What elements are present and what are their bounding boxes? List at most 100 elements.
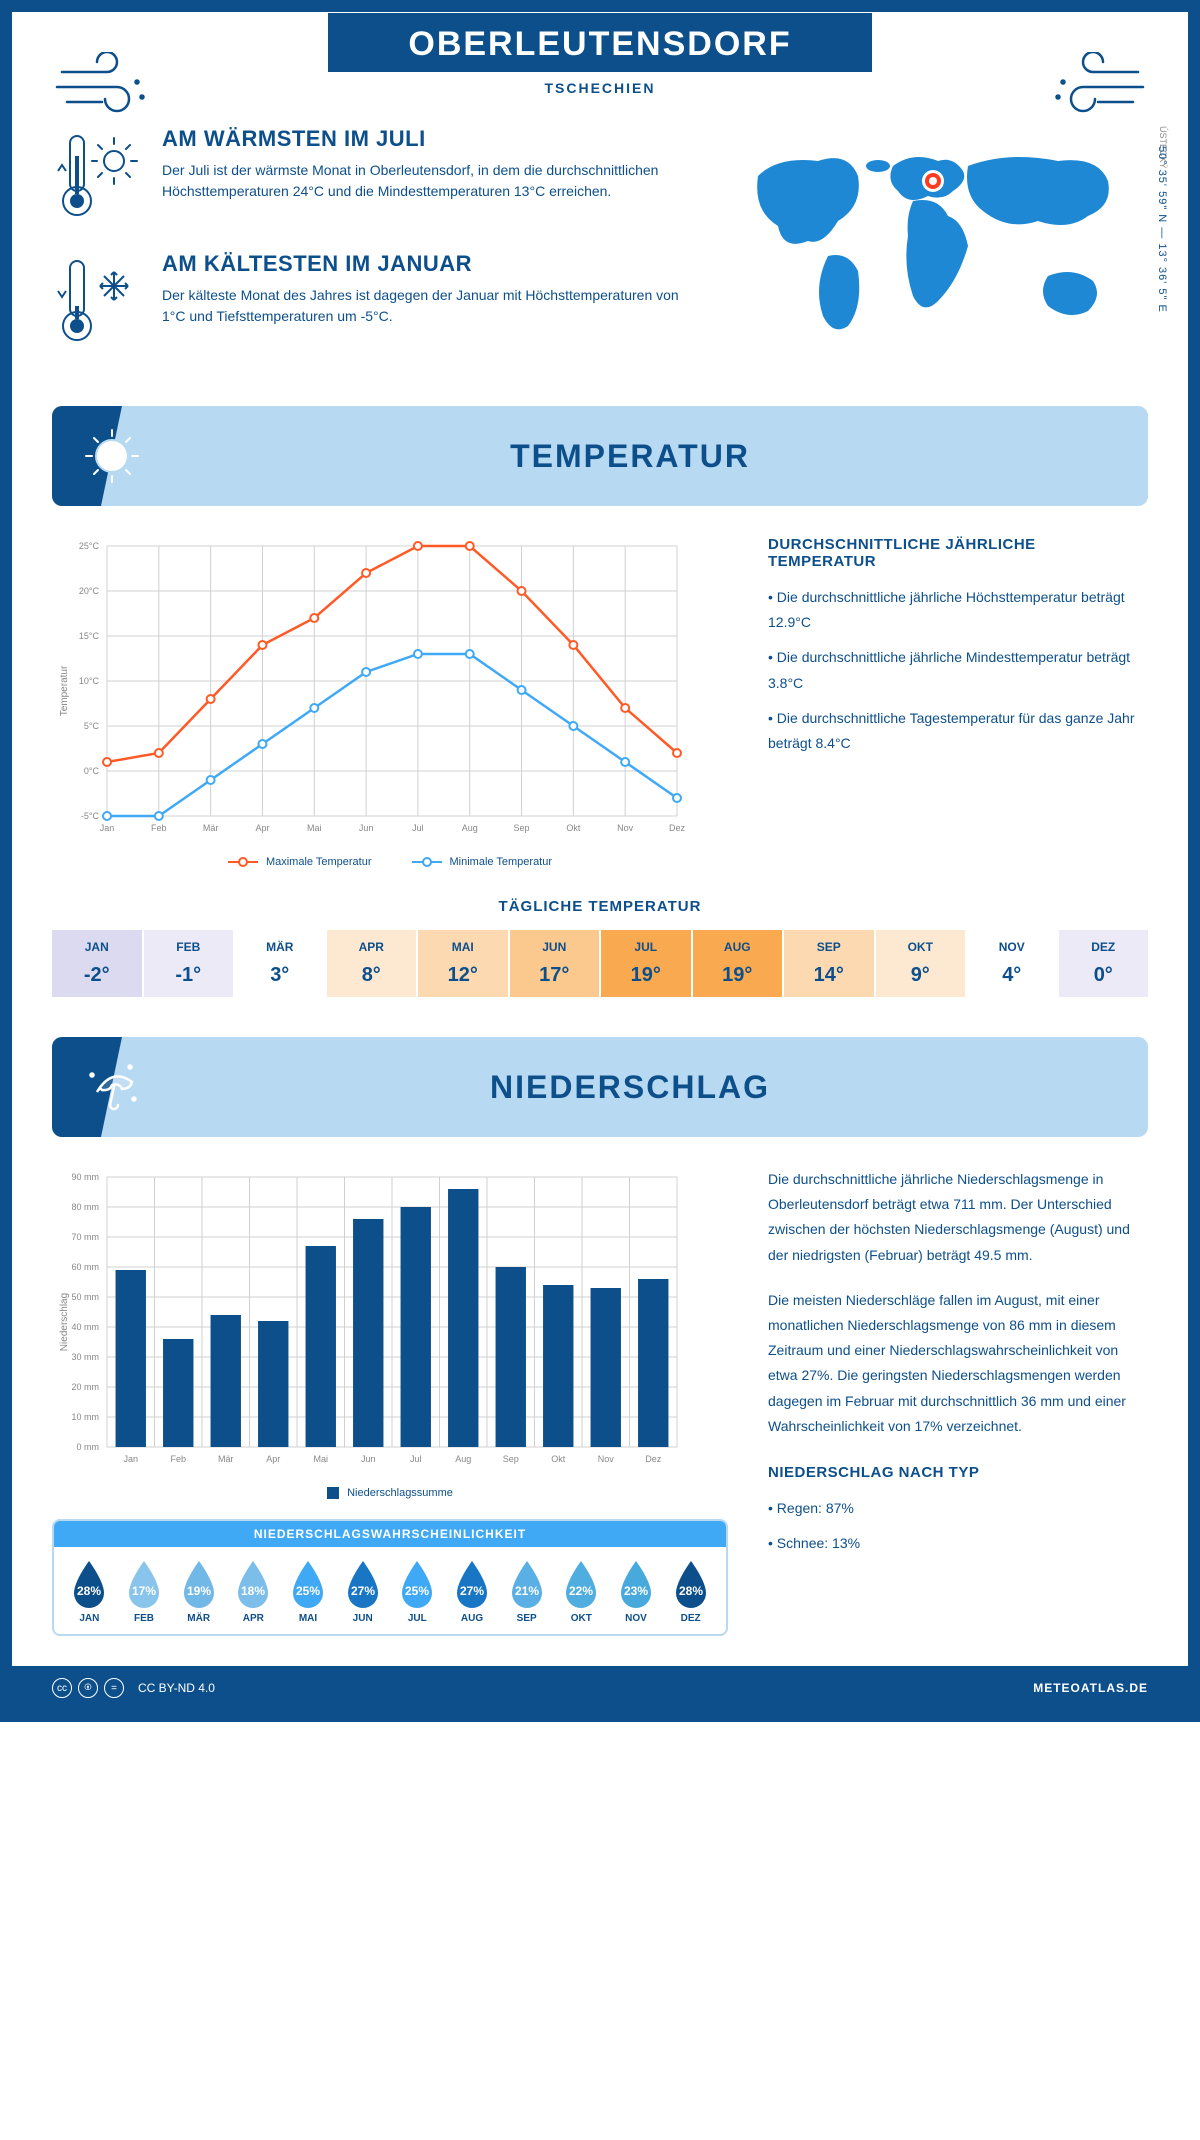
- license: cc 🅯 = CC BY-ND 4.0: [52, 1678, 215, 1698]
- summary-text: • Die durchschnittliche jährliche Mindes…: [768, 645, 1148, 695]
- prob-cell: 21% SEP: [501, 1557, 552, 1624]
- section-header-precipitation: NIEDERSCHLAG: [52, 1037, 1148, 1137]
- svg-text:Feb: Feb: [170, 1454, 186, 1464]
- svg-text:-5°C: -5°C: [81, 811, 100, 821]
- nd-icon: =: [104, 1678, 124, 1698]
- daily-temp-cell: JAN-2°: [52, 930, 142, 997]
- by-icon: 🅯: [78, 1678, 98, 1698]
- svg-text:Nov: Nov: [617, 823, 634, 833]
- prob-cell: 17% FEB: [119, 1557, 170, 1624]
- svg-text:Okt: Okt: [551, 1454, 566, 1464]
- precipitation-chart: 0 mm10 mm20 mm30 mm40 mm50 mm60 mm70 mm8…: [52, 1167, 728, 1636]
- svg-text:25%: 25%: [296, 1584, 320, 1598]
- svg-text:10°C: 10°C: [79, 676, 100, 686]
- type-title: NIEDERSCHLAG NACH TYP: [768, 1464, 1148, 1481]
- section-title: NIEDERSCHLAG: [142, 1069, 1118, 1106]
- prob-cell: 27% AUG: [447, 1557, 498, 1624]
- license-text: CC BY-ND 4.0: [138, 1681, 215, 1695]
- daily-temp-cell: DEZ0°: [1059, 930, 1149, 997]
- world-map: ÚSTECKÝ 50° 35' 59" N — 13° 36' 5" E: [728, 126, 1148, 376]
- svg-text:60 mm: 60 mm: [71, 1262, 99, 1272]
- svg-text:20°C: 20°C: [79, 586, 100, 596]
- prob-cell: 27% JUN: [337, 1557, 388, 1624]
- svg-text:0 mm: 0 mm: [77, 1442, 100, 1452]
- svg-text:Jan: Jan: [123, 1454, 138, 1464]
- svg-text:Jul: Jul: [410, 1454, 422, 1464]
- svg-text:80 mm: 80 mm: [71, 1202, 99, 1212]
- header: OBERLEUTENSDORF TSCHECHIEN: [52, 42, 1148, 126]
- svg-text:23%: 23%: [624, 1584, 648, 1598]
- fact-title: AM WÄRMSTEN IM JULI: [162, 126, 698, 152]
- legend-label: Niederschlagssumme: [347, 1487, 453, 1499]
- svg-text:25%: 25%: [405, 1584, 429, 1598]
- svg-text:Jul: Jul: [412, 823, 424, 833]
- summary-title: DURCHSCHNITTLICHE JÄHRLICHE TEMPERATUR: [768, 536, 1148, 570]
- svg-text:Sep: Sep: [514, 823, 530, 833]
- daily-temp-table: JAN-2°FEB-1°MÄR3°APR8°MAI12°JUN17°JUL19°…: [52, 930, 1148, 997]
- prob-cell: 18% APR: [228, 1557, 279, 1624]
- svg-text:Feb: Feb: [151, 823, 167, 833]
- fact-warmest: AM WÄRMSTEN IM JULI Der Juli ist der wär…: [52, 126, 698, 226]
- fact-coldest: AM KÄLTESTEN IM JANUAR Der kälteste Mona…: [52, 251, 698, 351]
- summary-text: • Die durchschnittliche jährliche Höchst…: [768, 585, 1148, 635]
- svg-text:Niederschlag: Niederschlag: [59, 1293, 70, 1351]
- prob-cell: 19% MÄR: [173, 1557, 224, 1624]
- summary-text: • Die durchschnittliche Tagestemperatur …: [768, 706, 1148, 756]
- fact-text: Der kälteste Monat des Jahres ist dagege…: [162, 285, 698, 327]
- type-text: • Schnee: 13%: [768, 1531, 1148, 1556]
- svg-text:Aug: Aug: [455, 1454, 471, 1464]
- svg-text:0°C: 0°C: [84, 766, 100, 776]
- svg-text:28%: 28%: [77, 1584, 101, 1598]
- page: OBERLEUTENSDORF TSCHECHIEN AM WÄRMSTEN I…: [0, 0, 1200, 1722]
- legend-label: Minimale Temperatur: [450, 856, 553, 868]
- daily-temp-cell: MÄR3°: [235, 930, 325, 997]
- summary-text: Die durchschnittliche jährliche Niedersc…: [768, 1167, 1148, 1268]
- svg-text:50 mm: 50 mm: [71, 1292, 99, 1302]
- svg-text:Jan: Jan: [100, 823, 115, 833]
- thermometer-snow-icon: [52, 251, 142, 351]
- daily-temp-cell: OKT9°: [876, 930, 966, 997]
- daily-temp-title: TÄGLICHE TEMPERATUR: [52, 898, 1148, 915]
- daily-temp-cell: FEB-1°: [144, 930, 234, 997]
- prob-title: NIEDERSCHLAGSWAHRSCHEINLICHKEIT: [54, 1521, 726, 1547]
- svg-text:Aug: Aug: [462, 823, 478, 833]
- svg-text:30 mm: 30 mm: [71, 1352, 99, 1362]
- temperature-chart: -5°C0°C5°C10°C15°C20°C25°CJanFebMärAprMa…: [52, 536, 728, 868]
- svg-text:Mai: Mai: [307, 823, 322, 833]
- summary-text: Die meisten Niederschläge fallen im Augu…: [768, 1288, 1148, 1439]
- svg-text:17%: 17%: [132, 1584, 156, 1598]
- svg-text:Apr: Apr: [266, 1454, 280, 1464]
- fact-text: Der Juli ist der wärmste Monat in Oberle…: [162, 160, 698, 202]
- svg-text:Sep: Sep: [503, 1454, 519, 1464]
- fact-title: AM KÄLTESTEN IM JANUAR: [162, 251, 698, 277]
- svg-text:Mai: Mai: [313, 1454, 328, 1464]
- svg-text:Nov: Nov: [598, 1454, 615, 1464]
- umbrella-icon: [82, 1057, 142, 1117]
- svg-text:Mär: Mär: [218, 1454, 234, 1464]
- svg-text:18%: 18%: [241, 1584, 265, 1598]
- section-title: TEMPERATUR: [142, 438, 1118, 475]
- prob-cell: 25% MAI: [283, 1557, 334, 1624]
- daily-temp-cell: MAI12°: [418, 930, 508, 997]
- svg-text:Mär: Mär: [203, 823, 219, 833]
- prob-cell: 28% DEZ: [665, 1557, 716, 1624]
- precipitation-summary: Die durchschnittliche jährliche Niedersc…: [768, 1167, 1148, 1636]
- svg-text:Dez: Dez: [669, 823, 686, 833]
- svg-text:5°C: 5°C: [84, 721, 100, 731]
- svg-text:22%: 22%: [569, 1584, 593, 1598]
- prob-cell: 28% JAN: [64, 1557, 115, 1624]
- daily-temp-cell: JUN17°: [510, 930, 600, 997]
- svg-text:Jun: Jun: [361, 1454, 376, 1464]
- svg-text:27%: 27%: [351, 1584, 375, 1598]
- coordinates: 50° 35' 59" N — 13° 36' 5" E: [1156, 146, 1168, 313]
- wind-icon: [52, 52, 152, 122]
- svg-text:27%: 27%: [460, 1584, 484, 1598]
- chart-legend: Niederschlagssumme: [52, 1487, 728, 1499]
- svg-text:Apr: Apr: [255, 823, 269, 833]
- daily-temp-cell: AUG19°: [693, 930, 783, 997]
- cc-icon: cc: [52, 1678, 72, 1698]
- sun-icon: [82, 426, 142, 486]
- legend-label: Maximale Temperatur: [266, 856, 372, 868]
- daily-temp-cell: SEP14°: [784, 930, 874, 997]
- section-header-temperature: TEMPERATUR: [52, 406, 1148, 506]
